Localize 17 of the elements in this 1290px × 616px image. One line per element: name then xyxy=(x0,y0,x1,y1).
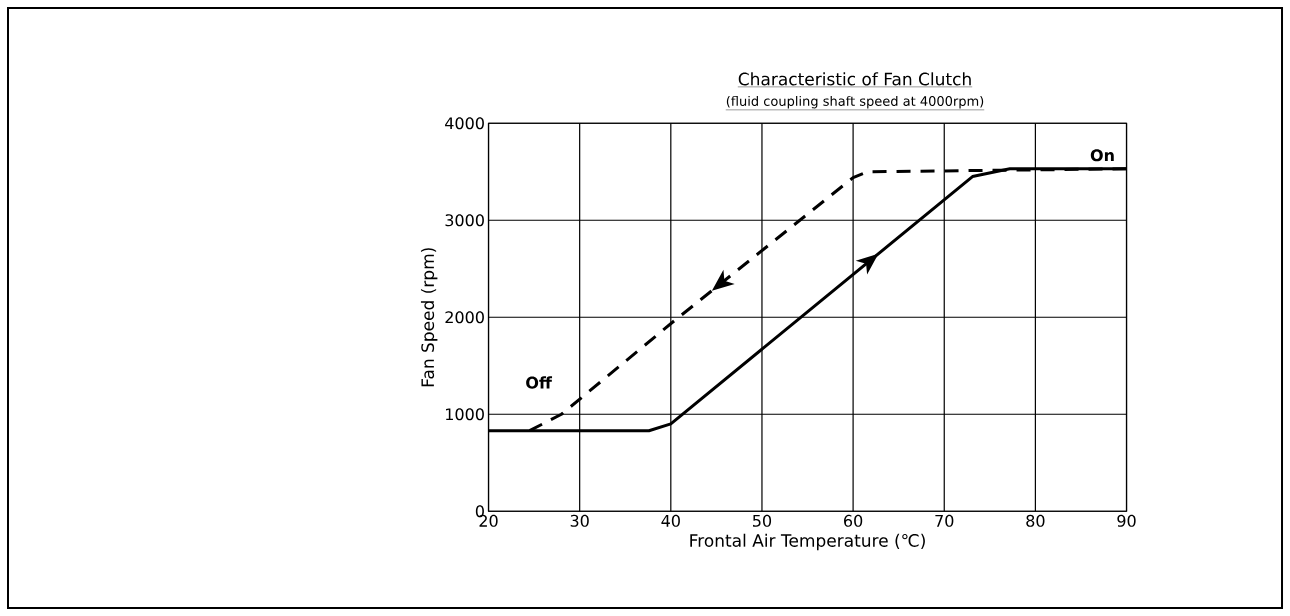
y-tick-label: 3000 xyxy=(445,214,484,227)
x-tick-label: 40 xyxy=(661,514,680,527)
series-label: Off xyxy=(526,376,553,389)
y-tick-label: 1000 xyxy=(446,408,484,421)
x-axis-title: Frontal Air Temperature (℃) xyxy=(690,533,925,551)
x-tick-label: 70 xyxy=(935,514,954,527)
x-tick-label: 50 xyxy=(753,514,772,527)
chart-subtitle: (fluid coupling shaft speed at 4000rpm) xyxy=(726,95,984,109)
series-label: On xyxy=(1090,149,1114,162)
x-tick-label: 60 xyxy=(844,514,863,527)
x-tick-label: 90 xyxy=(1117,514,1136,527)
chart-title: Characteristic of Fan Clutch xyxy=(738,72,971,86)
y-tick-label: 4000 xyxy=(445,117,484,130)
y-axis-title: Fan Speed (rpm) xyxy=(420,248,438,387)
x-tick-label: 30 xyxy=(570,514,589,527)
x-tick-label: 80 xyxy=(1026,514,1045,527)
y-tick-label: 2000 xyxy=(445,311,484,324)
